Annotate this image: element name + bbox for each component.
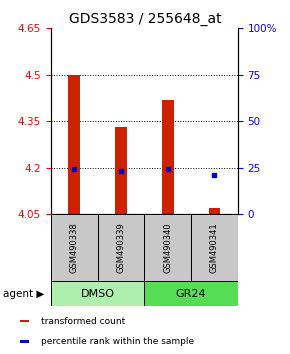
Text: GSM490340: GSM490340 bbox=[163, 222, 172, 273]
Bar bbox=[97, 214, 144, 281]
Text: percentile rank within the sample: percentile rank within the sample bbox=[41, 337, 194, 346]
Bar bbox=[162, 99, 173, 214]
Bar bbox=[191, 214, 238, 281]
Text: transformed count: transformed count bbox=[41, 316, 126, 326]
Bar bbox=[115, 127, 127, 214]
Text: agent ▶: agent ▶ bbox=[3, 289, 44, 299]
Bar bbox=[144, 214, 191, 281]
Text: GSM490341: GSM490341 bbox=[210, 222, 219, 273]
Bar bbox=[51, 281, 144, 306]
Text: GR24: GR24 bbox=[176, 289, 206, 299]
Bar bbox=[209, 208, 220, 214]
Text: DMSO: DMSO bbox=[81, 289, 115, 299]
Text: GSM490338: GSM490338 bbox=[70, 222, 79, 273]
Bar bbox=[68, 75, 80, 214]
Bar bbox=[51, 214, 97, 281]
Text: GDS3583 / 255648_at: GDS3583 / 255648_at bbox=[69, 12, 221, 27]
Bar bbox=[20, 320, 30, 322]
Text: GSM490339: GSM490339 bbox=[116, 222, 125, 273]
Bar bbox=[20, 340, 30, 343]
Bar bbox=[144, 281, 238, 306]
